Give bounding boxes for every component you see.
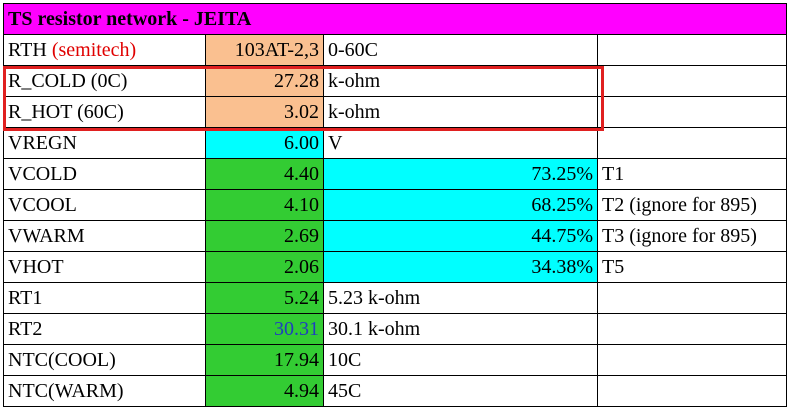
value-cell: 2.06 <box>205 251 324 283</box>
label-cell: RTH (semitech) <box>3 34 206 66</box>
label-note: (semitech) <box>51 39 137 61</box>
note-cell: 44.75% <box>323 220 598 252</box>
note-cell: 5.23 k-ohm <box>323 282 598 314</box>
sheet-row: RT2 30.31 30.1 k-ohm <box>3 313 788 345</box>
row-label: R_COLD (0C) <box>8 70 128 92</box>
label-cell: R_COLD (0C) <box>3 65 206 97</box>
label-cell: RT2 <box>3 313 206 345</box>
row-label: RT2 <box>8 318 43 340</box>
label-cell: VCOLD <box>3 158 206 190</box>
tag-cell: T3 (ignore for 895) <box>596 220 788 252</box>
label-cell: RT1 <box>3 282 206 314</box>
note-cell: 10C <box>323 344 598 376</box>
tag-cell: T5 <box>596 251 788 283</box>
tag-cell: T1 <box>596 158 788 190</box>
tag-cell <box>596 96 788 128</box>
tag-cell <box>596 375 788 407</box>
row-label: VWARM <box>8 225 85 247</box>
value-cell: 17.94 <box>205 344 324 376</box>
value-cell: 27.28 <box>205 65 324 97</box>
sheet-row: VWARM 2.69 44.75% T3 (ignore for 895) <box>3 220 788 252</box>
note-cell: 73.25% <box>323 158 598 190</box>
label-cell: VHOT <box>3 251 206 283</box>
sheet-row: RTH (semitech) 103AT-2,3 0-60C <box>3 34 788 66</box>
value-cell: 3.02 <box>205 96 324 128</box>
value-cell: 103AT-2,3 <box>205 34 324 66</box>
row-label: RTH <box>8 39 47 61</box>
value-cell: 6.00 <box>205 127 324 159</box>
sheet-row: RT1 5.24 5.23 k-ohm <box>3 282 788 314</box>
note-cell: 0-60C <box>323 34 598 66</box>
value-cell: 2.69 <box>205 220 324 252</box>
note-cell: 45C <box>323 375 598 407</box>
sheet-title: TS resistor network - JEITA <box>2 3 788 35</box>
sheet-row: VREGN 6.00 V <box>3 127 788 159</box>
sheet-row: R_COLD (0C) 27.28 k-ohm <box>3 65 788 97</box>
label-cell: NTC(WARM) <box>3 375 206 407</box>
title-row: TS resistor network - JEITA <box>2 3 788 35</box>
tag-cell <box>596 65 788 97</box>
value-cell: 4.40 <box>205 158 324 190</box>
sheet-row: NTC(WARM) 4.94 45C <box>3 375 788 407</box>
label-cell: VREGN <box>3 127 206 159</box>
value-cell: 5.24 <box>205 282 324 314</box>
value-cell: 4.10 <box>205 189 324 221</box>
row-label: NTC(WARM) <box>8 380 124 402</box>
row-label: NTC(COOL) <box>8 349 116 371</box>
sheet-table: TS resistor network - JEITA RTH (semitec… <box>2 3 788 407</box>
highlight-box <box>3 66 604 131</box>
note-cell: k-ohm <box>323 65 598 97</box>
row-label: VHOT <box>8 256 64 278</box>
label-cell: NTC(COOL) <box>3 344 206 376</box>
tag-cell <box>596 344 788 376</box>
sheet-row: VCOOL 4.10 68.25% T2 (ignore for 895) <box>3 189 788 221</box>
row-label: R_HOT (60C) <box>8 101 124 123</box>
note-cell: 34.38% <box>323 251 598 283</box>
sheet-row: R_HOT (60C) 3.02 k-ohm <box>3 96 788 128</box>
label-cell: VWARM <box>3 220 206 252</box>
sheet-row: VCOLD 4.40 73.25% T1 <box>3 158 788 190</box>
sheet-row: NTC(COOL) 17.94 10C <box>3 344 788 376</box>
value-cell: 30.31 <box>205 313 324 345</box>
row-label: VREGN <box>8 132 77 154</box>
label-cell: VCOOL <box>3 189 206 221</box>
sheet-row: VHOT 2.06 34.38% T5 <box>3 251 788 283</box>
note-cell: 30.1 k-ohm <box>323 313 598 345</box>
row-label: VCOOL <box>8 194 77 216</box>
tag-cell <box>596 282 788 314</box>
sheet-body: TS resistor network - JEITA RTH (semitec… <box>2 3 788 407</box>
value-cell: 4.94 <box>205 375 324 407</box>
row-label: VCOLD <box>8 163 77 185</box>
tag-cell <box>596 34 788 66</box>
tag-cell <box>596 127 788 159</box>
tag-cell: T2 (ignore for 895) <box>596 189 788 221</box>
note-cell: V <box>323 127 598 159</box>
tag-cell <box>596 313 788 345</box>
row-label: RT1 <box>8 287 43 309</box>
note-cell: 68.25% <box>323 189 598 221</box>
